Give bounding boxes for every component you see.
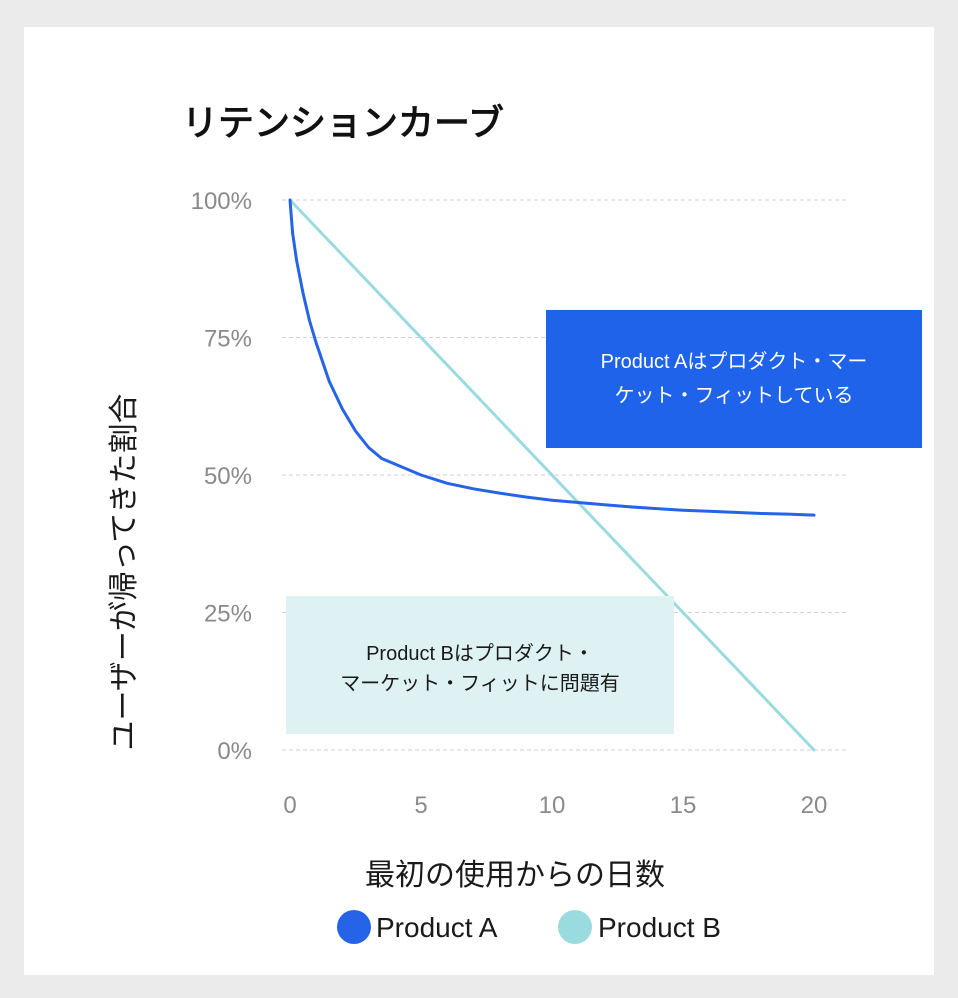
x-tick-label: 5	[414, 792, 427, 819]
annotation-background	[286, 596, 674, 734]
annotation-text: Product Bはプロダクト・	[366, 642, 594, 665]
x-tick-label: 20	[801, 792, 828, 819]
annotation-text: Product Aはプロダクト・マー	[601, 350, 868, 373]
legend: Product A Product B	[337, 910, 721, 944]
series-line-product-a	[288, 198, 816, 517]
y-tick-label: 0%	[217, 738, 252, 765]
annotation-text: マーケット・フィットに問題有	[340, 672, 620, 695]
y-axis-title: ユーザーが帰ってきた割合	[107, 394, 142, 751]
annotation-background	[546, 310, 922, 448]
retention-chart: リテンションカーブ 0% 25% 50% 75% 100% 0 5 10 15 20 Produ…	[107, 102, 922, 944]
annotation-box: Product Aはプロダクト・マーケット・フィットしている	[546, 310, 922, 448]
y-tick-label: 25%	[204, 601, 252, 628]
legend-swatch	[337, 910, 371, 944]
x-tick-label: 10	[539, 792, 566, 819]
y-tick-label: 50%	[204, 463, 252, 490]
legend-label: Product B	[598, 912, 721, 943]
y-tick-label: 75%	[204, 326, 252, 353]
x-tick-label: 15	[670, 792, 697, 819]
series-line-product-b	[288, 198, 816, 752]
x-tick-label: 0	[283, 792, 296, 819]
annotation-text: ケット・フィットしている	[615, 385, 854, 407]
chart-card: リテンションカーブ 0% 25% 50% 75% 100% 0 5 10 15 20 Produ…	[24, 27, 934, 975]
legend-label: Product A	[376, 912, 498, 943]
legend-swatch	[558, 910, 592, 944]
y-tick-label: 100%	[191, 188, 252, 215]
x-axis-title: 最初の使用からの日数	[365, 858, 665, 893]
annotation-box: Product Bはプロダクト・マーケット・フィットに問題有	[286, 596, 674, 734]
chart-title: リテンションカーブ	[182, 102, 504, 144]
